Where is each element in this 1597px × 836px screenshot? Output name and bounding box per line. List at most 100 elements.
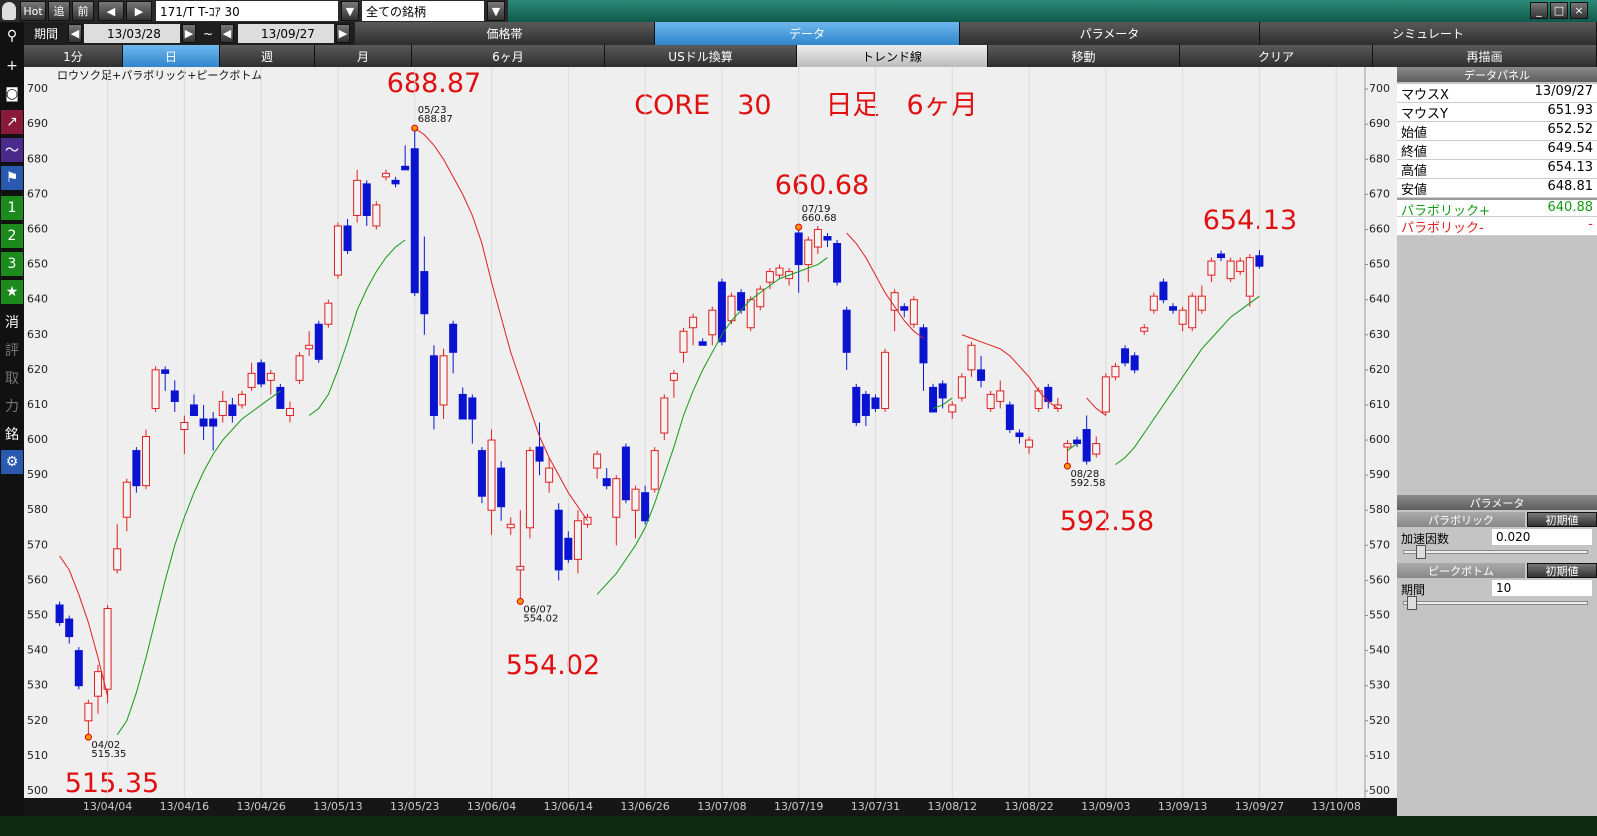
x-tick-label: 13/08/22 [1004,800,1053,813]
back-arrow[interactable]: ◀ [98,1,124,21]
candle-body [247,372,256,388]
peak-date: 04/02 [91,740,120,751]
interval-button[interactable]: 日 [123,45,220,67]
candle-body [564,537,573,560]
from-next[interactable]: ▶ [182,24,196,43]
row-label: 終値 [1401,145,1428,160]
indicator-tool[interactable]: 〜 [1,138,23,162]
data-row: 始値 652.52 [1397,122,1597,141]
interval-button[interactable]: 週 [220,45,315,67]
slider-thumb[interactable] [1407,596,1417,610]
input-tool[interactable]: 力 [5,399,19,415]
tab[interactable]: シミュレート [1260,22,1597,45]
slider[interactable] [1403,601,1588,605]
button-row: 1分 日 週 月 6ヶ月 USドル換算 トレンド線 移動 クリア 再描画 [0,45,1597,67]
candle-body [775,267,784,276]
y-tick-label: 580 [27,503,48,516]
range-button[interactable]: 6ヶ月 [412,45,605,67]
y2-tick-label: 640 [1369,293,1390,306]
row-label: 安値 [1401,183,1428,198]
y2-tick-label: 580 [1369,503,1390,516]
title-bar [508,0,1597,22]
y-tick-label: 670 [27,187,48,200]
hot-button[interactable]: Hot [20,1,46,21]
preset-tool[interactable]: 2 [1,224,23,248]
to-next[interactable]: ▶ [336,24,350,43]
candle-body [1217,253,1226,259]
symbol-tool[interactable]: 銘 [5,427,19,443]
symbol-dropdown[interactable]: ▼ [341,1,359,21]
from-prev[interactable]: ◀ [68,24,82,43]
search-tool[interactable]: ⚲ [6,28,18,44]
to-prev[interactable]: ◀ [220,24,234,43]
flag-tool[interactable]: ⚑ [1,166,23,190]
param-input[interactable]: 10 [1492,580,1592,596]
row-label: 始値 [1401,126,1428,141]
forward-arrow[interactable]: ▶ [126,1,152,21]
side-toolbar: ⚲ + ◙ ↗ 〜 ⚑ 1 2 3 ★ 消 評 取 力 銘 ⚙ [0,22,24,816]
y2-tick-label: 620 [1369,363,1390,376]
param-input[interactable]: 0.020 [1492,529,1592,545]
to-date[interactable]: 13/09/27 [238,24,334,43]
bulb-icon[interactable] [2,2,16,20]
follow-button[interactable]: 追 [48,1,70,21]
parabolic-line [1086,397,1107,416]
panel-header: パラメータ [1397,495,1597,510]
clear-button[interactable]: クリア [1180,45,1373,67]
tab[interactable]: データ [655,22,960,45]
tab[interactable]: 価格帯 [355,22,655,45]
trendline-button[interactable]: トレンド線 [797,45,988,67]
tab[interactable]: パラメータ [960,22,1260,45]
param-section: パラボリック [1397,512,1525,527]
candle-body [487,439,496,511]
candle-body [372,204,381,227]
parabolic-line [116,390,281,736]
y2-tick-label: 540 [1369,644,1390,657]
peak-date: 06/07 [523,604,552,615]
candle-body [804,239,813,266]
preset-tool[interactable]: 3 [1,252,23,276]
slider-thumb[interactable] [1416,545,1426,559]
candle-body [621,446,630,501]
move-button[interactable]: 移動 [988,45,1180,67]
interval-button[interactable]: 月 [315,45,412,67]
top-toolbar: Hot 追 前 ◀ ▶ 171/T T-ｺｱ 30 ▼ 全ての銘柄 ▼ _ □ … [0,0,1597,22]
crosshair-tool[interactable]: + [6,58,18,74]
parabolic-line [414,127,588,522]
maximize-button[interactable]: □ [1550,2,1568,19]
slider[interactable] [1403,550,1588,554]
symbol-input[interactable]: 171/T T-ｺｱ 30 [156,1,338,21]
period-tilde: ~ [202,26,214,41]
candle-body [305,344,314,350]
reset-button[interactable]: 初期値 [1527,563,1597,578]
prev-button[interactable]: 前 [72,1,94,21]
y-tick-label: 520 [27,714,48,727]
y2-tick-label: 670 [1369,187,1390,200]
candle-body [237,393,246,406]
settings-tool[interactable]: ⚙ [1,450,23,474]
reset-button[interactable]: 初期値 [1527,512,1597,527]
close-button[interactable]: × [1570,2,1588,19]
market-dropdown[interactable]: ▼ [487,1,505,21]
chart-tool[interactable]: ↗ [1,110,23,134]
rate-tool[interactable]: 評 [5,343,19,359]
market-select[interactable]: 全ての銘柄 [362,1,484,21]
preset-tool[interactable]: 1 [1,196,23,220]
erase-tool[interactable]: 消 [5,315,19,331]
candle-body [468,397,477,420]
y-tick-label: 680 [27,152,48,165]
candle-body [535,446,544,462]
y-tick-label: 560 [27,573,48,586]
interval-button[interactable]: 1分 [24,45,123,67]
row-label: パラボリック+ [1401,204,1490,219]
from-date[interactable]: 13/03/28 [84,24,180,43]
y-tick-label: 650 [27,258,48,271]
favorite-tool[interactable]: ★ [1,280,23,304]
usd-button[interactable]: USドル換算 [605,45,797,67]
redraw-button[interactable]: 再描画 [1373,45,1597,67]
camera-tool[interactable]: ◙ [5,86,19,102]
x-tick-label: 13/06/14 [544,800,593,813]
trade-tool[interactable]: 取 [5,371,19,387]
minimize-button[interactable]: _ [1530,2,1548,19]
